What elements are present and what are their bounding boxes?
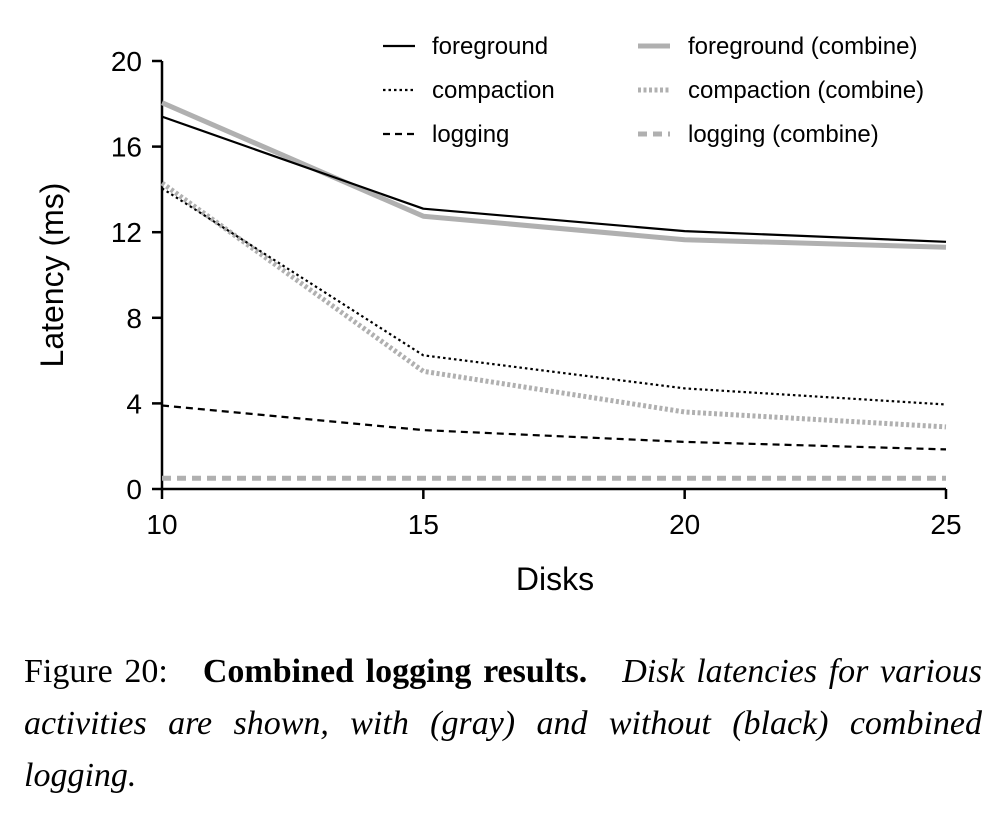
series-layer: [160, 100, 947, 481]
y-tick-label: 20: [111, 46, 142, 77]
caption-figure-number: Figure 20:: [24, 653, 168, 690]
legend-label: logging: [432, 121, 509, 148]
legend-label: foreground (combine): [688, 33, 917, 60]
axes: 0 4 8 12 16 20 10 15 20 25: [111, 46, 962, 540]
legend-label: logging (combine): [688, 121, 879, 148]
legend-label: compaction: [432, 77, 555, 104]
line-chart: 0 4 8 12 16 20 10 15 20 25 foreground compaction lo…: [34, 33, 962, 597]
y-tick-label: 8: [126, 303, 142, 334]
legend: foreground compaction logging foreground (c…: [383, 33, 924, 148]
x-axis-title: Disks: [516, 561, 594, 597]
x-tick-label: 20: [669, 509, 700, 540]
y-tick-label: 0: [126, 474, 142, 505]
y-tick-label: 16: [111, 132, 142, 163]
legend-label: compaction (combine): [688, 77, 924, 104]
y-tick-label: 12: [111, 217, 142, 248]
y-axis-title: Latency (ms): [34, 183, 70, 368]
x-tick-label: 25: [930, 509, 961, 540]
legend-label: foreground: [432, 33, 548, 60]
y-tick-label: 4: [126, 388, 142, 419]
series-line-foreground-combine: [161, 100, 947, 250]
figure-caption: Figure 20: Combined logging results. Dis…: [24, 646, 982, 802]
series-line-compaction-combine: [160, 180, 947, 430]
series-line-foreground: [161, 115, 947, 243]
series-line-compaction: [161, 187, 947, 406]
caption-body: Disk latencies for various activities ar…: [24, 653, 983, 794]
x-tick-label: 15: [408, 509, 439, 540]
caption-title: Combined logging results.: [202, 653, 588, 690]
series-line-logging: [161, 404, 947, 451]
x-tick-label: 10: [146, 509, 177, 540]
